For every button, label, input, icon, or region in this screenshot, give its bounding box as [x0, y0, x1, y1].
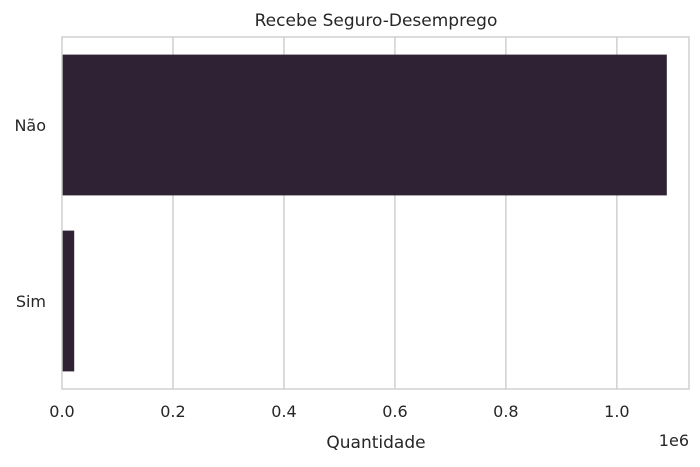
plot-frame [61, 36, 690, 390]
chart-title: Recebe Seguro-Desemprego [255, 11, 498, 31]
x-axis-offset-label: 1e6 [659, 431, 689, 450]
y-tick-label: Sim [16, 292, 46, 311]
x-tick-label: 0.2 [160, 402, 185, 421]
x-tick-label: 0.8 [493, 402, 518, 421]
x-tick-label: 0.6 [382, 402, 407, 421]
x-axis-label: Quantidade [326, 433, 425, 453]
y-tick-labels: Não Sim [14, 116, 46, 311]
bar [62, 230, 75, 372]
x-tick-labels: 0.0 0.2 0.4 0.6 0.8 1.0 [49, 402, 629, 421]
x-tick-label: 0.0 [49, 402, 74, 421]
y-tick-label: Não [14, 116, 46, 135]
x-tick-label: 1.0 [604, 402, 629, 421]
x-tick-label: 0.4 [271, 402, 296, 421]
bars [62, 54, 667, 372]
bar [62, 54, 667, 196]
